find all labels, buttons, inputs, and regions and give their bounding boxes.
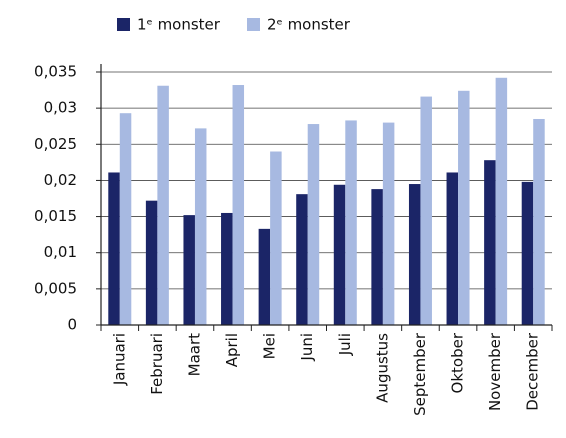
y-tick-label: 0,025: [34, 135, 77, 153]
y-tick-label: 0,02: [44, 171, 77, 189]
x-tick-label: Augustus: [373, 333, 391, 403]
x-tick-label: Oktober: [449, 332, 467, 393]
x-tick-label: Januari: [110, 333, 128, 386]
y-tick-label: 0,035: [34, 63, 77, 81]
y-tick-label: 0,03: [44, 99, 77, 117]
x-tick-label: December: [524, 332, 542, 411]
bar: [420, 96, 432, 325]
bar: [533, 118, 545, 325]
bar: [119, 113, 132, 326]
bar: [307, 124, 320, 325]
y-tick-label: 0,01: [44, 243, 77, 261]
bar: [521, 181, 534, 325]
x-tick-label: Mei: [261, 333, 279, 359]
bar: [145, 200, 158, 325]
bar: [345, 120, 357, 325]
bar: [408, 184, 421, 325]
bar: [495, 77, 508, 325]
bar: [382, 122, 395, 325]
bar: [194, 128, 207, 325]
y-tick-label: 0,015: [34, 207, 77, 225]
bar: [371, 189, 383, 325]
x-tick-label: Juli: [336, 333, 354, 356]
x-tick-label: April: [223, 333, 241, 367]
x-tick-label: Maart: [185, 333, 203, 376]
legend-label: 2ᵉ monster: [267, 16, 351, 34]
legend-label: 1ᵉ monster: [137, 16, 221, 34]
x-tick-label: Februari: [148, 333, 166, 395]
bar: [183, 215, 195, 325]
bar: [458, 90, 470, 326]
bar: [446, 172, 459, 325]
x-tick-label: November: [486, 332, 504, 411]
bar: [221, 212, 233, 325]
bar: [333, 184, 346, 325]
bar: [258, 228, 271, 325]
bar: [484, 160, 496, 325]
bar: [232, 85, 245, 325]
bar: [157, 85, 169, 325]
bar: [108, 172, 120, 325]
legend-swatch: [247, 18, 260, 31]
bar: [296, 194, 308, 325]
x-tick-label: Juni: [298, 333, 316, 362]
legend-swatch: [117, 18, 130, 31]
y-tick-label: 0,005: [34, 279, 77, 297]
x-tick-label: September: [411, 332, 429, 416]
bar: [270, 151, 282, 325]
y-tick-label: 0: [67, 316, 77, 334]
